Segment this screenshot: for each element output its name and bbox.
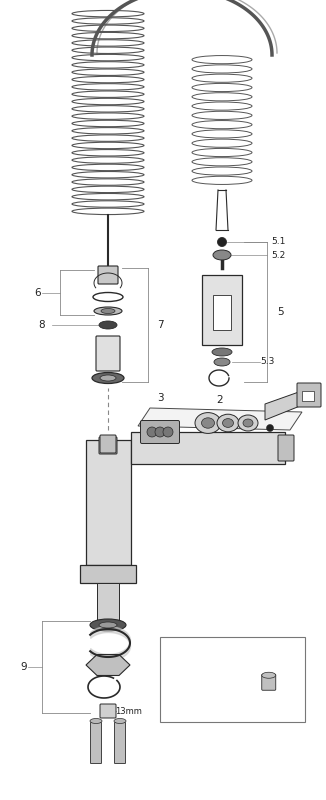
Ellipse shape	[99, 622, 117, 628]
Ellipse shape	[214, 358, 230, 366]
Text: 5.3: 5.3	[260, 358, 274, 366]
FancyBboxPatch shape	[97, 583, 119, 620]
FancyBboxPatch shape	[98, 266, 118, 284]
Ellipse shape	[201, 418, 215, 428]
Ellipse shape	[94, 307, 122, 315]
Circle shape	[266, 425, 274, 431]
Text: 8: 8	[39, 320, 45, 330]
Ellipse shape	[243, 419, 253, 427]
Text: 5.1: 5.1	[271, 238, 285, 246]
Circle shape	[155, 427, 165, 437]
Ellipse shape	[114, 718, 126, 723]
Ellipse shape	[212, 348, 232, 356]
FancyBboxPatch shape	[85, 440, 130, 565]
FancyBboxPatch shape	[160, 637, 305, 722]
Text: 5: 5	[278, 307, 284, 317]
FancyBboxPatch shape	[262, 674, 276, 690]
FancyBboxPatch shape	[80, 565, 136, 583]
Circle shape	[147, 427, 157, 437]
Text: 9: 9	[21, 662, 27, 672]
FancyBboxPatch shape	[202, 275, 242, 345]
Text: 10: 10	[188, 641, 204, 654]
Ellipse shape	[90, 718, 102, 723]
FancyBboxPatch shape	[96, 336, 120, 371]
Ellipse shape	[213, 250, 231, 260]
Text: 5.2: 5.2	[271, 250, 285, 259]
Polygon shape	[265, 388, 310, 420]
Text: 3: 3	[157, 393, 163, 403]
Text: 13mm: 13mm	[259, 646, 286, 655]
FancyBboxPatch shape	[130, 432, 285, 464]
Circle shape	[163, 427, 173, 437]
FancyBboxPatch shape	[141, 421, 180, 443]
Ellipse shape	[92, 373, 124, 383]
FancyBboxPatch shape	[297, 383, 321, 407]
Circle shape	[217, 238, 227, 246]
Text: 1: 1	[311, 391, 317, 401]
FancyBboxPatch shape	[100, 704, 116, 718]
FancyBboxPatch shape	[91, 722, 101, 763]
Text: 2: 2	[217, 395, 223, 405]
Ellipse shape	[262, 672, 276, 678]
Text: 6: 6	[35, 287, 41, 298]
Ellipse shape	[101, 309, 115, 314]
FancyBboxPatch shape	[99, 437, 117, 454]
FancyBboxPatch shape	[100, 435, 116, 453]
FancyBboxPatch shape	[278, 435, 294, 461]
Ellipse shape	[223, 418, 233, 427]
FancyBboxPatch shape	[213, 295, 231, 330]
Ellipse shape	[238, 415, 258, 431]
Ellipse shape	[100, 375, 116, 381]
Text: 13mm: 13mm	[115, 706, 142, 715]
Text: 7: 7	[157, 320, 163, 330]
Text: 4: 4	[284, 451, 290, 461]
Polygon shape	[138, 408, 302, 430]
FancyBboxPatch shape	[114, 722, 126, 763]
FancyBboxPatch shape	[302, 391, 314, 401]
Polygon shape	[86, 654, 130, 675]
Ellipse shape	[90, 619, 126, 631]
Ellipse shape	[195, 413, 221, 434]
Ellipse shape	[217, 414, 239, 432]
Ellipse shape	[99, 321, 117, 329]
